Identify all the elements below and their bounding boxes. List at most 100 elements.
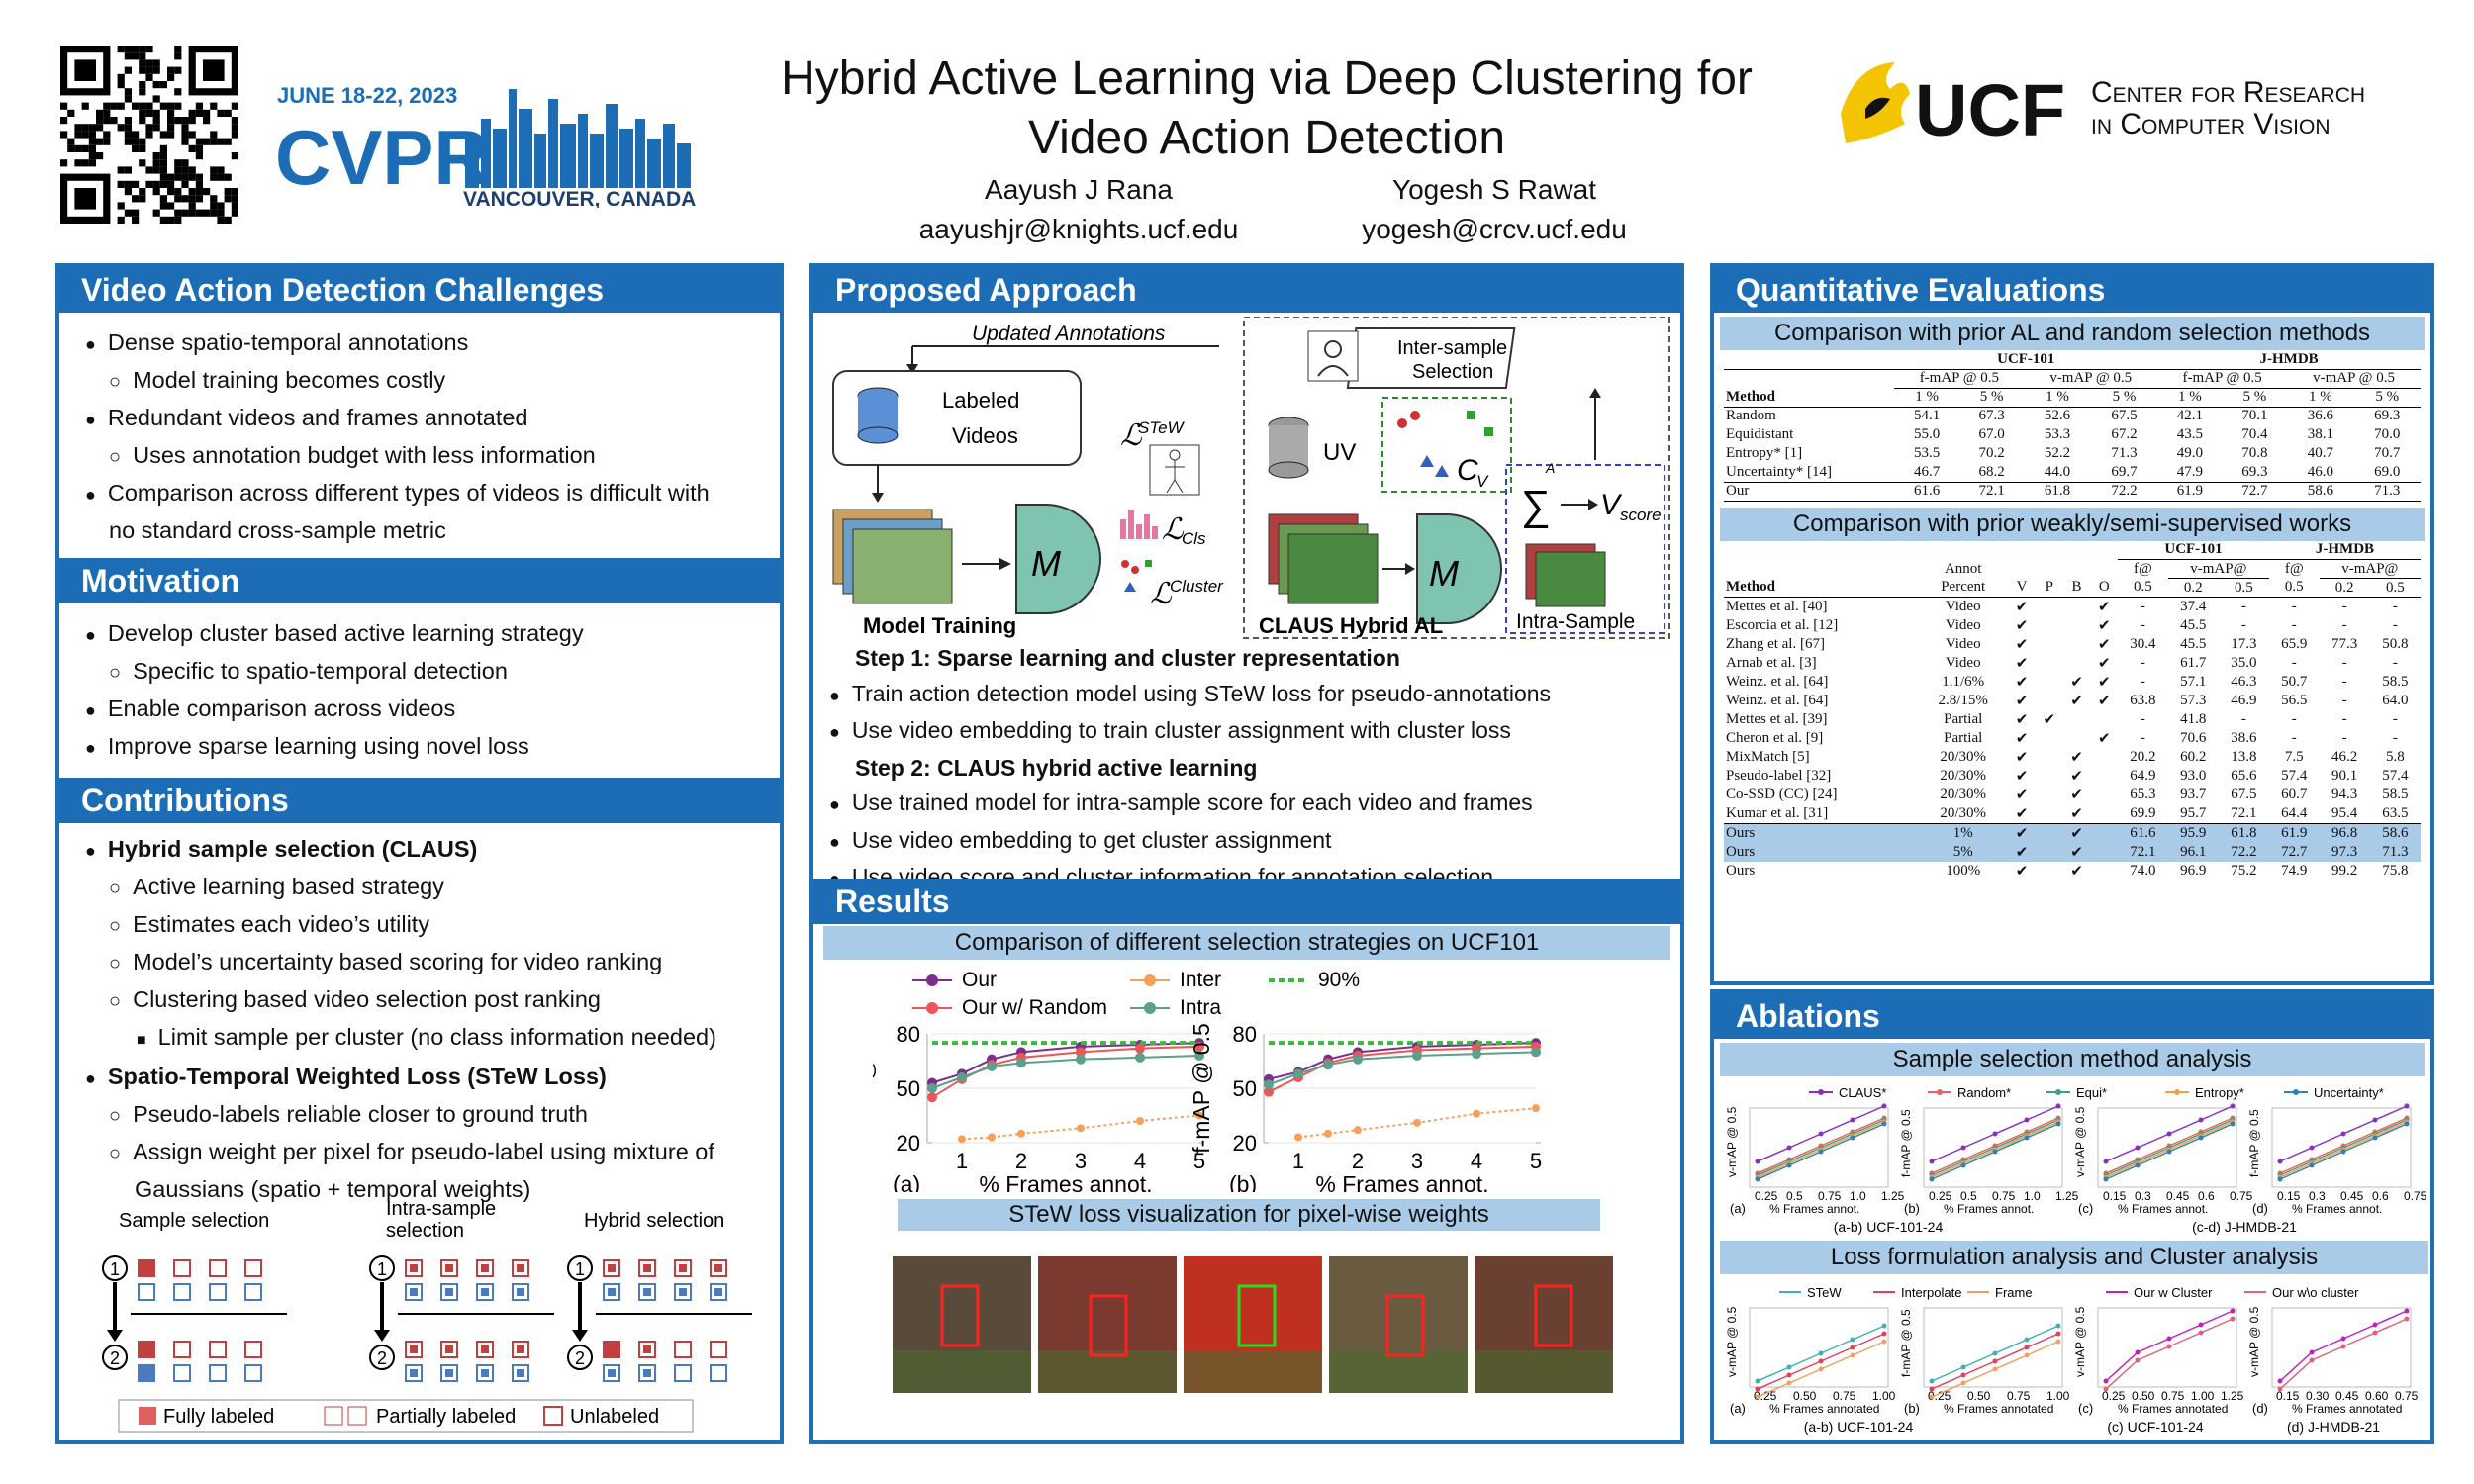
svg-text:C: C — [1457, 454, 1478, 487]
series-line — [2105, 1105, 2234, 1162]
tick-label: 0.15 — [2103, 1189, 2127, 1203]
panel-label: (b) — [1904, 1401, 1920, 1416]
axis-label: % Frames annotated — [1769, 1402, 1879, 1416]
table-row: Ours 5% ✔ ✔ 72.1 96.1 72.2 72.7 97.3 71.3 — [1724, 843, 2421, 862]
data-point — [1472, 1049, 1481, 1060]
table-row: Zhang et al. [67] Video ✔ ✔ 30.4 45.5 17.3 65.9… — [1726, 636, 2409, 653]
list-item: Model training becomes costly — [85, 362, 780, 400]
axis-label: v-mAP @ 0.5 — [2073, 1106, 2087, 1177]
table-row: Weinz. et al. [64] 1.1/6% ✔ ✔ ✔ -57.1 46.3 50.7… — [1726, 674, 2409, 691]
data-point — [1135, 1043, 1145, 1054]
svg-text:Intra-sample: Intra-sample — [386, 1198, 496, 1220]
axis-label: v-mAP @ 0.5 — [1725, 1106, 1739, 1177]
challenges-list: Dense spatio-temporal annotations Model … — [59, 313, 780, 558]
contributions-header: Contributions — [59, 778, 780, 823]
legend-entry: STeW — [1807, 1285, 1842, 1300]
svg-text:ℒ: ℒ — [1150, 578, 1173, 610]
data-point — [1531, 1047, 1541, 1058]
table-row: MixMatch [5] 20/30% ✔ ✔ 20.2 60.2 13.8 7.5 46.2 5… — [1726, 749, 2405, 766]
list-item: Redundant videos and frames annotated — [85, 400, 780, 437]
tick-label: 0.45 — [2340, 1189, 2364, 1203]
svg-text:Sample selection: Sample selection — [119, 1210, 269, 1232]
svg-text:in Computer Vision: in Computer Vision — [2091, 108, 2331, 140]
series-line — [1931, 1333, 2059, 1390]
svg-text:2: 2 — [110, 1348, 120, 1368]
list-item: Comparison across different types of vid… — [85, 475, 780, 512]
svg-text:V: V — [1476, 472, 1489, 491]
weak-comparison-table: UCF-101 J-HMDB Annot f@ v-mAP@ f@ v-mAP@ Meth… — [1714, 540, 2430, 881]
legend-entry: Inter — [1180, 969, 1221, 991]
approach-figure: Updated Annotations Inter-sample Selecti… — [832, 317, 1670, 639]
axis-label: f-mAP @ 0.5 — [1189, 1023, 1214, 1154]
tick-label: 1 — [1292, 1149, 1304, 1173]
quant-subheader-1: Comparison with prior AL and random sele… — [1720, 317, 2425, 350]
pegasus-icon — [1841, 62, 1910, 143]
list-item: Spatio-Temporal Weighted Loss (STeW Loss… — [107, 1064, 607, 1089]
skeleton-icon — [1149, 444, 1200, 496]
author2-email[interactable]: yogesh@crcv.ucf.edu — [1362, 214, 1627, 244]
tick-label: 2 — [1352, 1149, 1364, 1173]
tick-label: 0.75 — [2161, 1389, 2185, 1403]
data-point — [1195, 1111, 1203, 1120]
tick-label: 0.75 — [2404, 1189, 2427, 1203]
data-point — [1473, 1109, 1480, 1118]
svg-text:CLAUS Hybrid AL: CLAUS Hybrid AL — [1259, 613, 1443, 638]
quant-header: Quantitative Evaluations — [1714, 267, 2430, 313]
legend-entry: Entropy* — [2195, 1085, 2244, 1100]
tick-label: 0.60 — [2365, 1389, 2389, 1403]
bounding-box — [940, 1284, 980, 1347]
bounding-box — [1534, 1284, 1573, 1347]
data-point — [987, 1062, 997, 1071]
tick-label: 0.6 — [2198, 1189, 2215, 1203]
tick-label: 0.45 — [2166, 1189, 2190, 1203]
list-item: Use video embedding to get cluster assig… — [829, 823, 1551, 861]
unlabeled-db-icon — [1268, 417, 1309, 479]
motivation-list: Develop cluster based active learning st… — [59, 603, 780, 778]
svg-text:Updated Annotations: Updated Annotations — [972, 323, 1166, 345]
tick-label: 0.3 — [2135, 1189, 2151, 1203]
panel-label: (c) — [2078, 1201, 2093, 1216]
data-point — [1264, 1086, 1274, 1097]
svg-text:M: M — [1031, 543, 1061, 584]
quant-subheader-2: Comparison with prior weakly/semi-superv… — [1720, 507, 2425, 541]
svg-text:STeW: STeW — [1138, 418, 1186, 437]
list-item: Specific to spatio-temporal detection — [85, 653, 780, 691]
middle-column: Proposed Approach Updated Annotations In… — [809, 263, 1684, 1444]
tick-label: 0.45 — [2335, 1389, 2359, 1403]
tick-label: 0.5 — [1786, 1189, 1803, 1203]
legend-entry: Our w\o cluster — [2272, 1285, 2359, 1300]
cluster-icon — [1121, 560, 1152, 592]
data-point — [1324, 1129, 1332, 1138]
series-line — [1757, 1123, 1885, 1180]
tick-label: 80 — [1233, 1022, 1257, 1047]
qr-code-icon[interactable] — [55, 46, 243, 224]
legend-entry: Our — [962, 969, 997, 991]
caption: (d) J-HMDB-21 — [2287, 1419, 2380, 1435]
legend-entry: Our w/ Random — [962, 996, 1107, 1019]
data-point — [1264, 1079, 1274, 1090]
tick-label: 1.00 — [2191, 1389, 2215, 1403]
series-line — [931, 1042, 1200, 1084]
data-point — [927, 1092, 937, 1103]
series-line — [2105, 1310, 2234, 1382]
svg-text:Unlabeled: Unlabeled — [570, 1406, 659, 1428]
tick-label: 0.5 — [1960, 1189, 1977, 1203]
svg-text:Labeled: Labeled — [942, 388, 1019, 413]
tick-label: 3 — [1411, 1149, 1423, 1173]
quant-panel: Quantitative Evaluations Comparison with… — [1710, 263, 2434, 985]
series-line — [1931, 1325, 2059, 1382]
series-line — [1297, 1107, 1537, 1139]
results-subheader-2: STeW loss visualization for pixel-wise w… — [898, 1199, 1600, 1231]
selection-diagram: Sample selection Intra-sample selection … — [102, 1198, 752, 1433]
panel-label: (a) — [1730, 1201, 1746, 1216]
axis-label: v-mAP @ 0.5 — [2247, 1306, 2261, 1377]
svg-text:1: 1 — [377, 1259, 387, 1279]
data-point — [1293, 1068, 1303, 1079]
svg-text:Videos: Videos — [952, 423, 1018, 448]
table-row: Cheron et al. [9] Partial ✔ ✔ -70.6 38.6- - - — [1726, 730, 2398, 747]
author1-email[interactable]: aayushjr@knights.ucf.edu — [918, 214, 1239, 244]
tick-label: 0.75 — [1818, 1189, 1842, 1203]
table-row: Co-SSD (CC) [24] 20/30% ✔ ✔ 65.3 93.7 67.5 60.7… — [1726, 787, 2409, 803]
model-block — [1015, 504, 1101, 614]
author1-name: Aayush J Rana — [985, 174, 1173, 205]
